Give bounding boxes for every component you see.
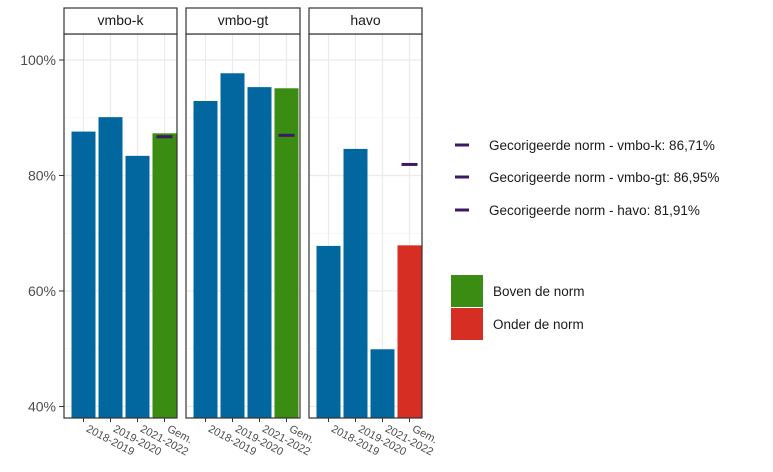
legend-status-label: Onder de norm xyxy=(493,317,584,332)
bar-vmbo-gt-2021-2022 xyxy=(247,87,272,418)
facet-label: havo xyxy=(350,12,381,28)
bar-havo-2018-2019 xyxy=(316,245,341,418)
legend-norm-label: Gecorigeerde norm - havo: 81,91% xyxy=(489,203,700,218)
bar-vmbo-gt-2018-2019 xyxy=(193,100,218,418)
facet-strip xyxy=(185,7,301,35)
y-tick-label: 60% xyxy=(28,283,56,299)
legend-onder-swatch xyxy=(451,308,483,340)
legend-norm-label: Gecorigeerde norm - vmbo-k: 86,71% xyxy=(489,138,715,153)
legend-boven-swatch xyxy=(451,275,483,307)
bar-vmbo-k-2018-2019 xyxy=(71,131,96,419)
facet-label: vmbo-k xyxy=(98,12,145,28)
bar-havo-2019-2020 xyxy=(343,148,368,418)
y-tick-label: 40% xyxy=(28,398,56,414)
legend-status-label: Boven de norm xyxy=(493,284,585,299)
bar-vmbo-k-Gem. xyxy=(152,133,177,418)
facet-strip xyxy=(308,7,423,35)
y-tick-label: 80% xyxy=(28,167,56,183)
bar-vmbo-gt-Gem. xyxy=(274,88,299,419)
bar-vmbo-k-2019-2020 xyxy=(98,117,123,418)
bar-havo-2021-2022 xyxy=(370,349,395,418)
bar-havo-Gem. xyxy=(397,245,422,418)
facet-label: vmbo-gt xyxy=(218,12,269,28)
y-tick-label: 100% xyxy=(20,52,56,68)
legend-norm-label: Gecorigeerde norm - vmbo-gt: 86,95% xyxy=(489,170,719,185)
bar-vmbo-gt-2019-2020 xyxy=(220,73,245,418)
facet-strip xyxy=(63,7,178,35)
bar-vmbo-k-2021-2022 xyxy=(125,155,150,418)
